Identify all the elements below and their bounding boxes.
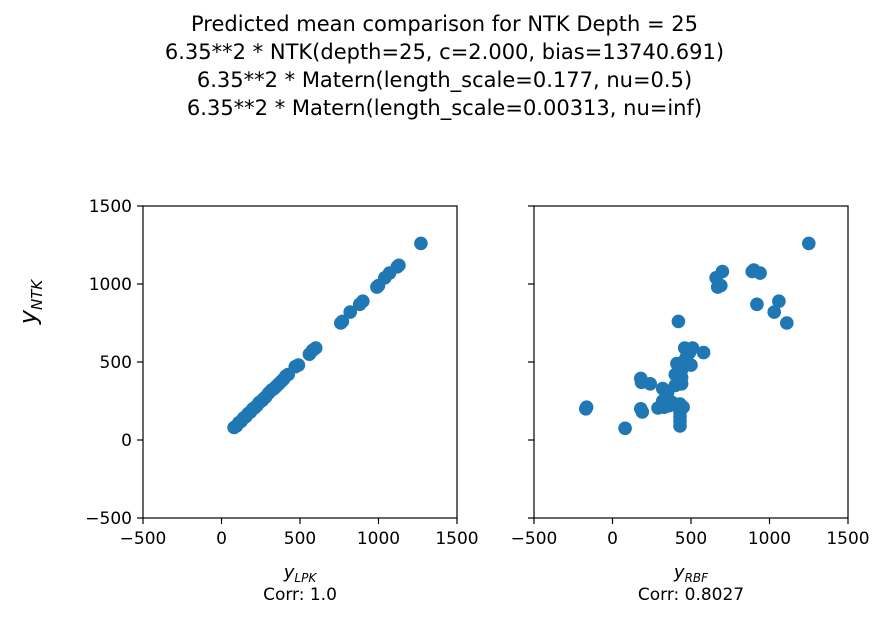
data-point-lpk	[335, 314, 350, 329]
data-point-rbf	[579, 400, 594, 415]
data-point-lpk	[291, 358, 306, 372]
title-line: 6.35**2 * Matern(length_scale=0.177, nu=…	[196, 68, 693, 92]
correlation-caption: Corr: 1.0	[263, 585, 337, 605]
data-point-rbf	[753, 266, 767, 280]
data-point-rbf	[618, 421, 632, 436]
y-tick-label: −500	[85, 509, 132, 529]
title-line: Predicted mean comparison for NTK Depth …	[191, 12, 698, 36]
data-point-rbf	[780, 316, 794, 330]
x-axis-label: yLPK	[283, 562, 318, 585]
x-tick-label: 1000	[748, 529, 791, 549]
x-tick-label: 1500	[826, 529, 869, 549]
data-point-rbf	[671, 314, 686, 329]
data-point-rbf	[685, 341, 700, 355]
x-axis-label-sub: LPK	[294, 571, 317, 585]
shared-y-axis-label-main: y	[14, 309, 42, 325]
figure-title: Predicted mean comparison for NTK Depth …	[0, 10, 889, 122]
data-point-rbf	[802, 236, 816, 251]
x-tick-label: 500	[675, 529, 707, 549]
title-line: 6.35**2 * NTK(depth=25, c=2.000, bias=13…	[164, 40, 725, 64]
data-point-rbf	[750, 297, 764, 312]
data-point-rbf	[715, 264, 730, 279]
data-point-rbf	[696, 345, 711, 360]
y-tick-label: 1500	[89, 197, 132, 217]
x-tick-label: −500	[511, 529, 558, 549]
correlation-caption: Corr: 0.8027	[638, 585, 744, 605]
y-tick-label: 1000	[89, 275, 132, 295]
y-tick-label: 0	[121, 431, 132, 451]
data-point-rbf	[772, 294, 786, 309]
data-point-rbf	[714, 278, 728, 293]
x-tick-label: 0	[216, 529, 227, 549]
data-point-rbf	[643, 377, 657, 391]
scatter-panel-lpk: −500 0 500 1000 1500 −500 0 500 1000 1500 yLPKCorr…	[85, 197, 478, 605]
x-axis-label: yRBF	[673, 562, 709, 585]
data-point-rbf	[684, 358, 698, 372]
data-point-lpk	[392, 258, 406, 273]
x-tick-label: 1500	[435, 529, 478, 549]
data-point-rbf	[635, 405, 650, 419]
data-point-lpk	[343, 305, 358, 319]
x-tick-label: −500	[120, 529, 167, 549]
x-axis-label-sub: RBF	[685, 571, 710, 585]
x-axis-label-main: y	[673, 562, 685, 583]
shared-y-axis-label-sub: NTK	[28, 279, 46, 310]
x-tick-label: 0	[607, 529, 618, 549]
data-point-rbf	[676, 400, 690, 415]
data-point-lpk	[308, 341, 323, 355]
data-point-rbf	[767, 305, 781, 319]
x-tick-label: 500	[284, 529, 316, 549]
title-line: 6.35**2 * Matern(length_scale=0.00313, n…	[186, 96, 703, 120]
y-tick-label: 500	[100, 353, 132, 373]
shared-y-axis-label: yNTK	[14, 279, 46, 326]
x-tick-label: 1000	[357, 529, 400, 549]
x-axis-label-main: y	[283, 562, 295, 583]
data-point-lpk	[414, 236, 428, 251]
data-point-lpk	[356, 294, 370, 309]
